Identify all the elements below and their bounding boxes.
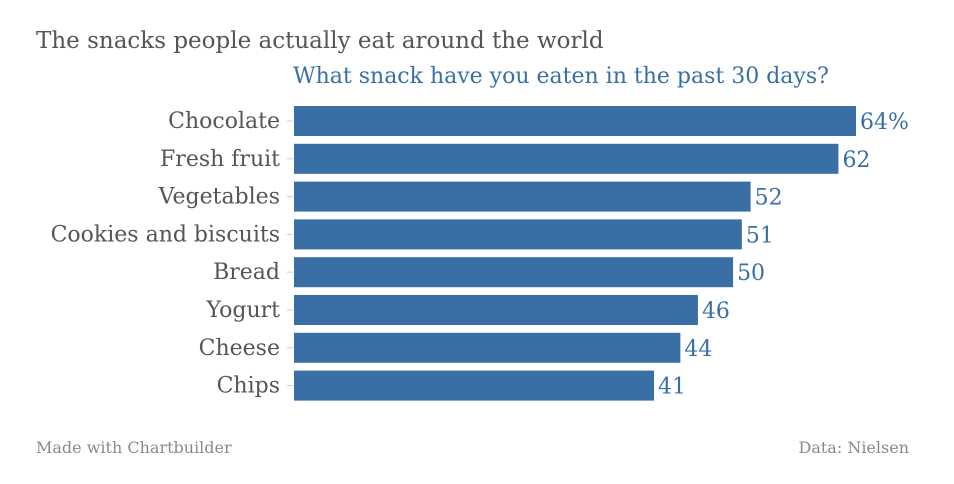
category-label: Cheese [199, 336, 280, 361]
value-label: 62 [842, 148, 870, 173]
value-label: 51 [746, 223, 774, 248]
chart-subtitle: What snack have you eaten in the past 30… [293, 64, 829, 89]
value-label: 64% [860, 110, 909, 135]
bar [294, 181, 751, 212]
credit-text: Made with Chartbuilder [36, 438, 232, 457]
category-label: Bread [213, 260, 280, 285]
category-label: Chips [217, 374, 280, 399]
bar [294, 143, 839, 174]
value-label: 41 [658, 375, 686, 400]
category-label: Vegetables [158, 185, 280, 210]
bar [294, 332, 681, 363]
category-label: Fresh fruit [160, 147, 280, 172]
chart-title: The snacks people actually eat around th… [36, 28, 604, 54]
value-label: 46 [702, 299, 730, 324]
bar [294, 257, 734, 288]
source-text: Data: Nielsen [798, 438, 910, 457]
category-label: Yogurt [206, 298, 281, 323]
category-label: Chocolate [168, 109, 280, 134]
value-label: 50 [737, 261, 765, 286]
bar [294, 219, 742, 250]
bar [294, 370, 655, 401]
bar [294, 106, 856, 136]
bar [294, 295, 698, 325]
value-label: 52 [755, 186, 783, 211]
category-label: Cookies and biscuits [51, 222, 280, 247]
value-label: 44 [684, 337, 712, 362]
